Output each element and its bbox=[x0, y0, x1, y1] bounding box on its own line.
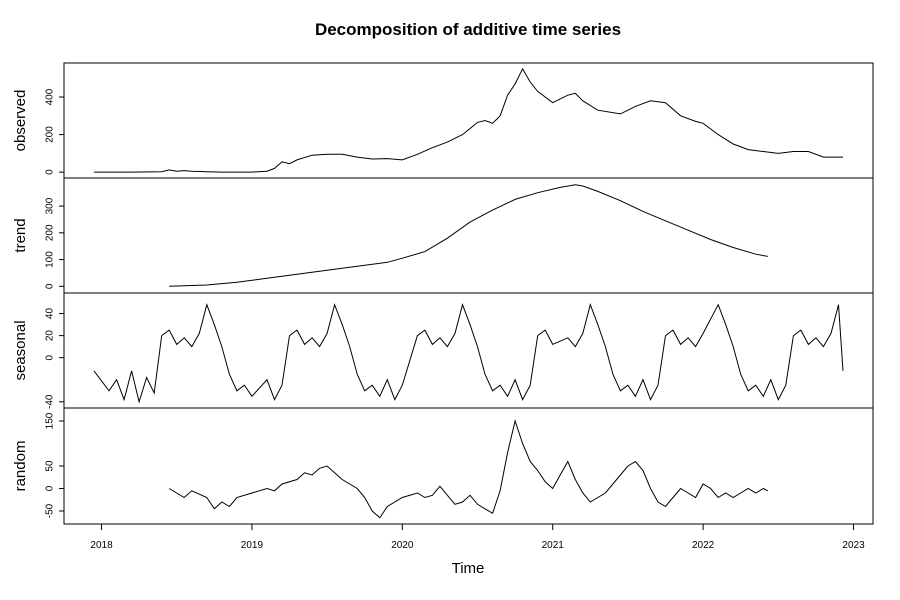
y-axis-label-seasonal: seasonal bbox=[12, 320, 29, 380]
y-tick-label: 200 bbox=[45, 126, 56, 143]
series-line-observed bbox=[94, 67, 843, 173]
y-tick-label: 20 bbox=[45, 330, 56, 342]
x-tick-label: 2021 bbox=[542, 540, 565, 551]
x-tick-label: 2022 bbox=[692, 540, 715, 551]
series-line-random bbox=[168, 419, 769, 519]
x-axis: 2018 2019 2020 2021 2022 2023 bbox=[90, 523, 865, 551]
y-tick-label: 50 bbox=[45, 460, 56, 472]
x-tick-label: 2018 bbox=[90, 540, 113, 551]
y-tick-label: -50 bbox=[45, 503, 56, 518]
y-tick-label: 150 bbox=[45, 412, 56, 429]
panel-seasonal: -40 0 20 40 seasonal bbox=[12, 292, 874, 409]
panel-trend: 0 100 200 300 trend bbox=[12, 177, 874, 294]
y-tick-label: 0 bbox=[45, 485, 56, 491]
panel-frame-trend bbox=[63, 177, 874, 294]
y-tick-label: 0 bbox=[45, 169, 56, 175]
x-tick-label: 2019 bbox=[241, 540, 264, 551]
panel-frame-observed bbox=[63, 62, 874, 179]
panel-frame-random bbox=[63, 407, 874, 525]
x-axis-label: Time bbox=[452, 560, 485, 577]
chart-title: Decomposition of additive time series bbox=[315, 20, 621, 39]
y-tick-label: 100 bbox=[45, 251, 56, 268]
y-axis-label-trend: trend bbox=[12, 218, 29, 252]
y-axis-label-random: random bbox=[12, 441, 29, 492]
panel-frame-seasonal bbox=[63, 292, 874, 409]
x-tick-label: 2023 bbox=[842, 540, 865, 551]
y-tick-label: 0 bbox=[45, 283, 56, 289]
series-line-trend bbox=[169, 184, 768, 287]
y-tick-label: -40 bbox=[45, 394, 56, 409]
y-tick-label: 400 bbox=[45, 88, 56, 105]
y-tick-label: 200 bbox=[45, 224, 56, 241]
panel-random: -50 0 50 150 random bbox=[12, 407, 874, 525]
y-tick-label: 300 bbox=[45, 197, 56, 214]
y-tick-label: 0 bbox=[45, 354, 56, 360]
y-axis-label-observed: observed bbox=[12, 90, 29, 152]
series-line-seasonal bbox=[93, 303, 844, 404]
panels-group: 0 200 400 observed 0 100 200 300 trend -40 0 20 40 se… bbox=[12, 62, 874, 525]
x-tick-label: 2020 bbox=[391, 540, 414, 551]
y-tick-label: 40 bbox=[45, 308, 56, 320]
panel-observed: 0 200 400 observed bbox=[12, 62, 874, 179]
